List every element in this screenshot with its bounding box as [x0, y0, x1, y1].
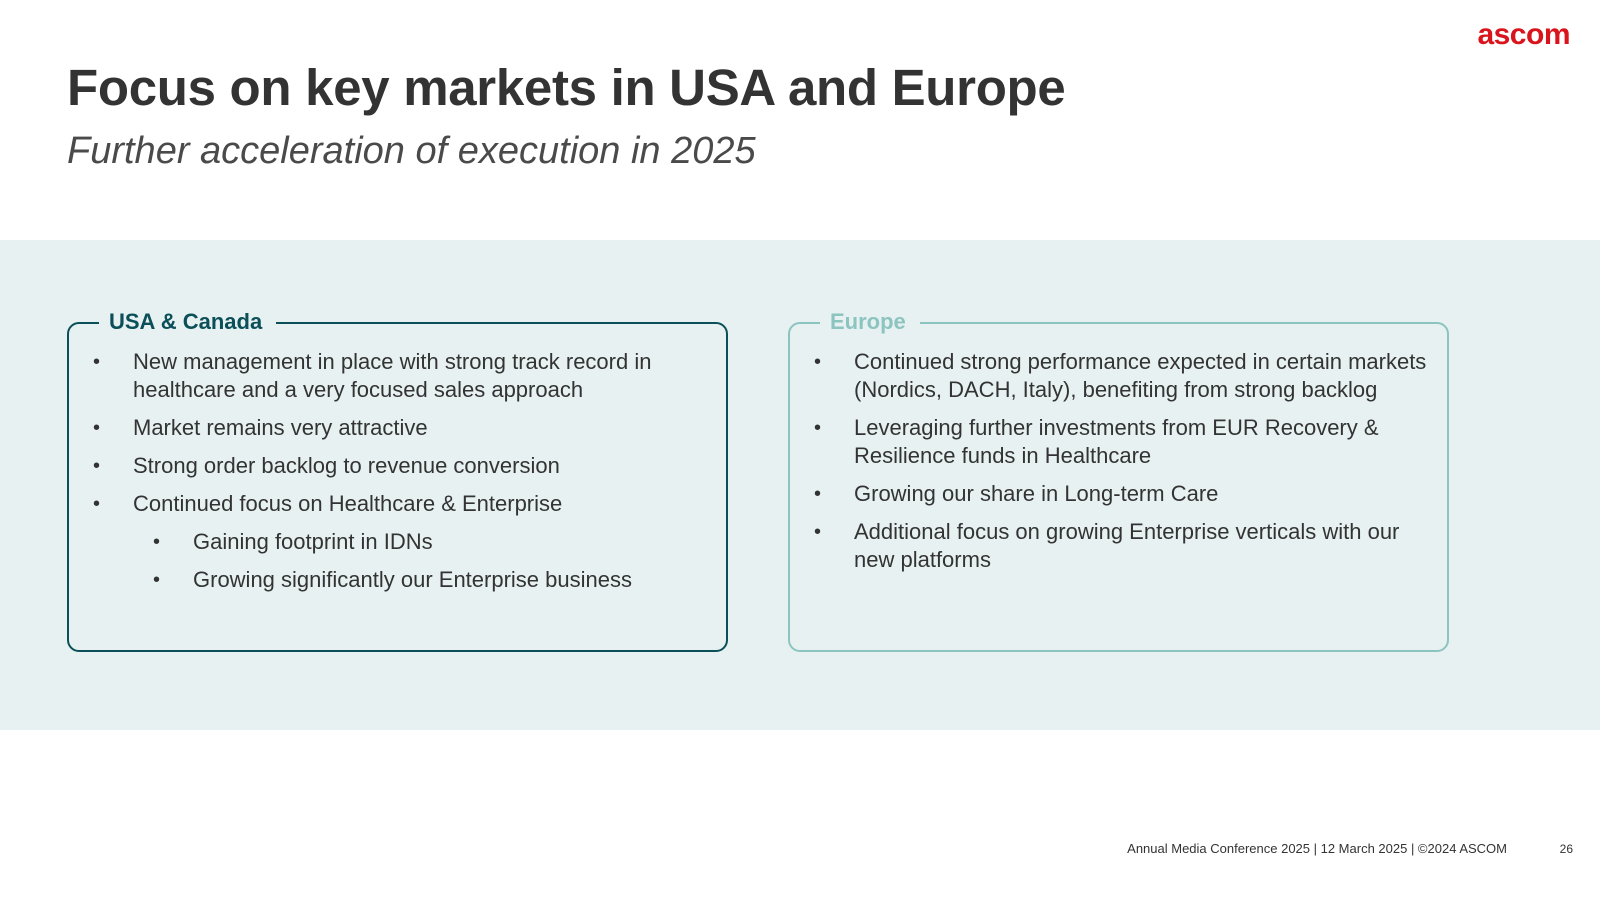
page-subtitle: Further acceleration of execution in 202…: [67, 130, 756, 172]
europe-label: Europe: [820, 307, 920, 337]
list-item: • Continued focus on Healthcare & Enterpr…: [69, 490, 714, 518]
footer-text: Annual Media Conference 2025 | 12 March …: [1127, 841, 1507, 856]
list-item-text: Strong order backlog to revenue conversi…: [133, 453, 560, 478]
bullet-icon: •: [814, 351, 822, 373]
bullet-icon: •: [153, 531, 161, 553]
list-item-text: Growing significantly our Enterprise bus…: [193, 567, 632, 592]
list-item: • Leveraging further investments from EUR…: [790, 414, 1435, 470]
bullet-icon: •: [93, 455, 101, 477]
usa-canada-label: USA & Canada: [99, 307, 277, 337]
list-item-text: Gaining footprint in IDNs: [193, 529, 433, 554]
sub-list-item: • Growing significantly our Enterprise bu…: [69, 566, 714, 594]
list-item: • Additional focus on growing Enterprise …: [790, 518, 1435, 574]
sub-list-item: • Gaining footprint in IDNs: [69, 528, 714, 556]
bullet-icon: •: [93, 351, 101, 373]
list-item-text: Additional focus on growing Enterprise v…: [854, 519, 1400, 572]
list-item: • Market remains very attractive: [69, 414, 714, 442]
ascom-logo: ascom: [1477, 18, 1570, 51]
list-item: • Strong order backlog to revenue convers…: [69, 452, 714, 480]
bullet-icon: •: [93, 417, 101, 439]
list-item: • New management in place with strong tra…: [69, 348, 714, 404]
list-item: • Growing our share in Long-term Care: [790, 480, 1435, 508]
list-item-text: New management in place with strong trac…: [133, 349, 652, 402]
europe-list: • Continued strong performance expected i…: [790, 348, 1435, 584]
usa-canada-card: USA & Canada • New management in place wi…: [67, 307, 728, 652]
page-number: 26: [1559, 842, 1573, 856]
bullet-icon: •: [93, 493, 101, 515]
usa-canada-list: • New management in place with strong tra…: [69, 348, 714, 604]
list-item-text: Continued strong performance expected in…: [854, 349, 1427, 402]
bullet-icon: •: [153, 569, 161, 591]
bullet-icon: •: [814, 521, 822, 543]
list-item-text: Leveraging further investments from EUR …: [854, 415, 1379, 468]
page-title: Focus on key markets in USA and Europe: [67, 59, 1066, 116]
bullet-icon: •: [814, 483, 822, 505]
list-item-text: Growing our share in Long-term Care: [854, 481, 1219, 506]
list-item-text: Market remains very attractive: [133, 415, 428, 440]
list-item-text: Continued focus on Healthcare & Enterpri…: [133, 491, 563, 516]
list-item: • Continued strong performance expected i…: [790, 348, 1435, 404]
europe-card: Europe • Continued strong performance exp…: [788, 307, 1449, 652]
bullet-icon: •: [814, 417, 822, 439]
